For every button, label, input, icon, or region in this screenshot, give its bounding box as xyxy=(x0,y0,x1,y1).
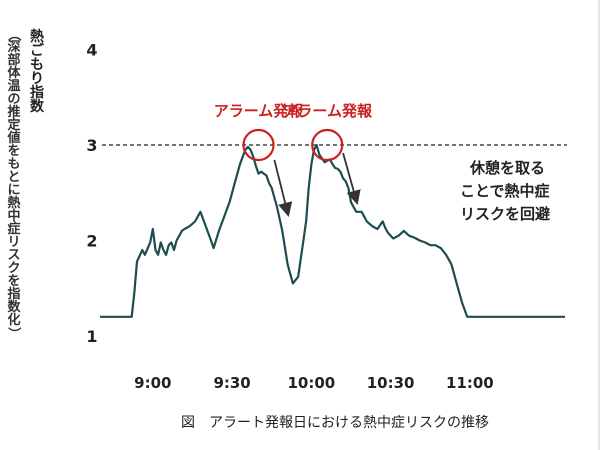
annotation-line: ことで熱中症 xyxy=(460,182,550,200)
x-tick-label: 11:00 xyxy=(446,374,494,392)
x-tick-label: 10:30 xyxy=(367,374,415,392)
annotation-line: リスクを回避 xyxy=(460,205,550,223)
y-tick-label: 3 xyxy=(86,136,97,155)
x-tick-label: 9:30 xyxy=(213,374,250,392)
alert-circle xyxy=(242,128,275,162)
y-axis-label: 熱ごもり指数 xyxy=(30,29,44,115)
y-tick-label: 2 xyxy=(86,231,97,250)
page-edge xyxy=(598,0,600,450)
down-arrow xyxy=(342,152,361,205)
alert-label: アラーム発報 xyxy=(282,102,373,120)
annotation-line: 休憩を取る xyxy=(469,159,545,177)
x-tick-label: 10:00 xyxy=(287,374,335,392)
annotation-note: 休憩を取ることで熱中症リスクを回避 xyxy=(460,159,550,223)
y-axis-sublabel: （深部体温の推定値をもとに熱中症リスクを指数化） xyxy=(6,27,22,341)
alert-label: アラーム発報 xyxy=(214,102,305,120)
descent-arrows xyxy=(273,152,361,217)
x-tick-labels: 9:00 9:30 10:00 10:30 11:00 xyxy=(134,374,494,392)
y-tick-label: 1 xyxy=(86,327,97,346)
y-tick-labels: 1 2 3 4 xyxy=(86,41,97,346)
chart-caption: 図 アラート発報日における熱中症リスクの推移 xyxy=(181,415,489,431)
alert-circle xyxy=(311,128,344,162)
series-line xyxy=(100,143,565,318)
down-arrow xyxy=(273,159,293,217)
y-tick-label: 4 xyxy=(86,41,97,60)
x-tick-label: 9:00 xyxy=(134,374,171,392)
